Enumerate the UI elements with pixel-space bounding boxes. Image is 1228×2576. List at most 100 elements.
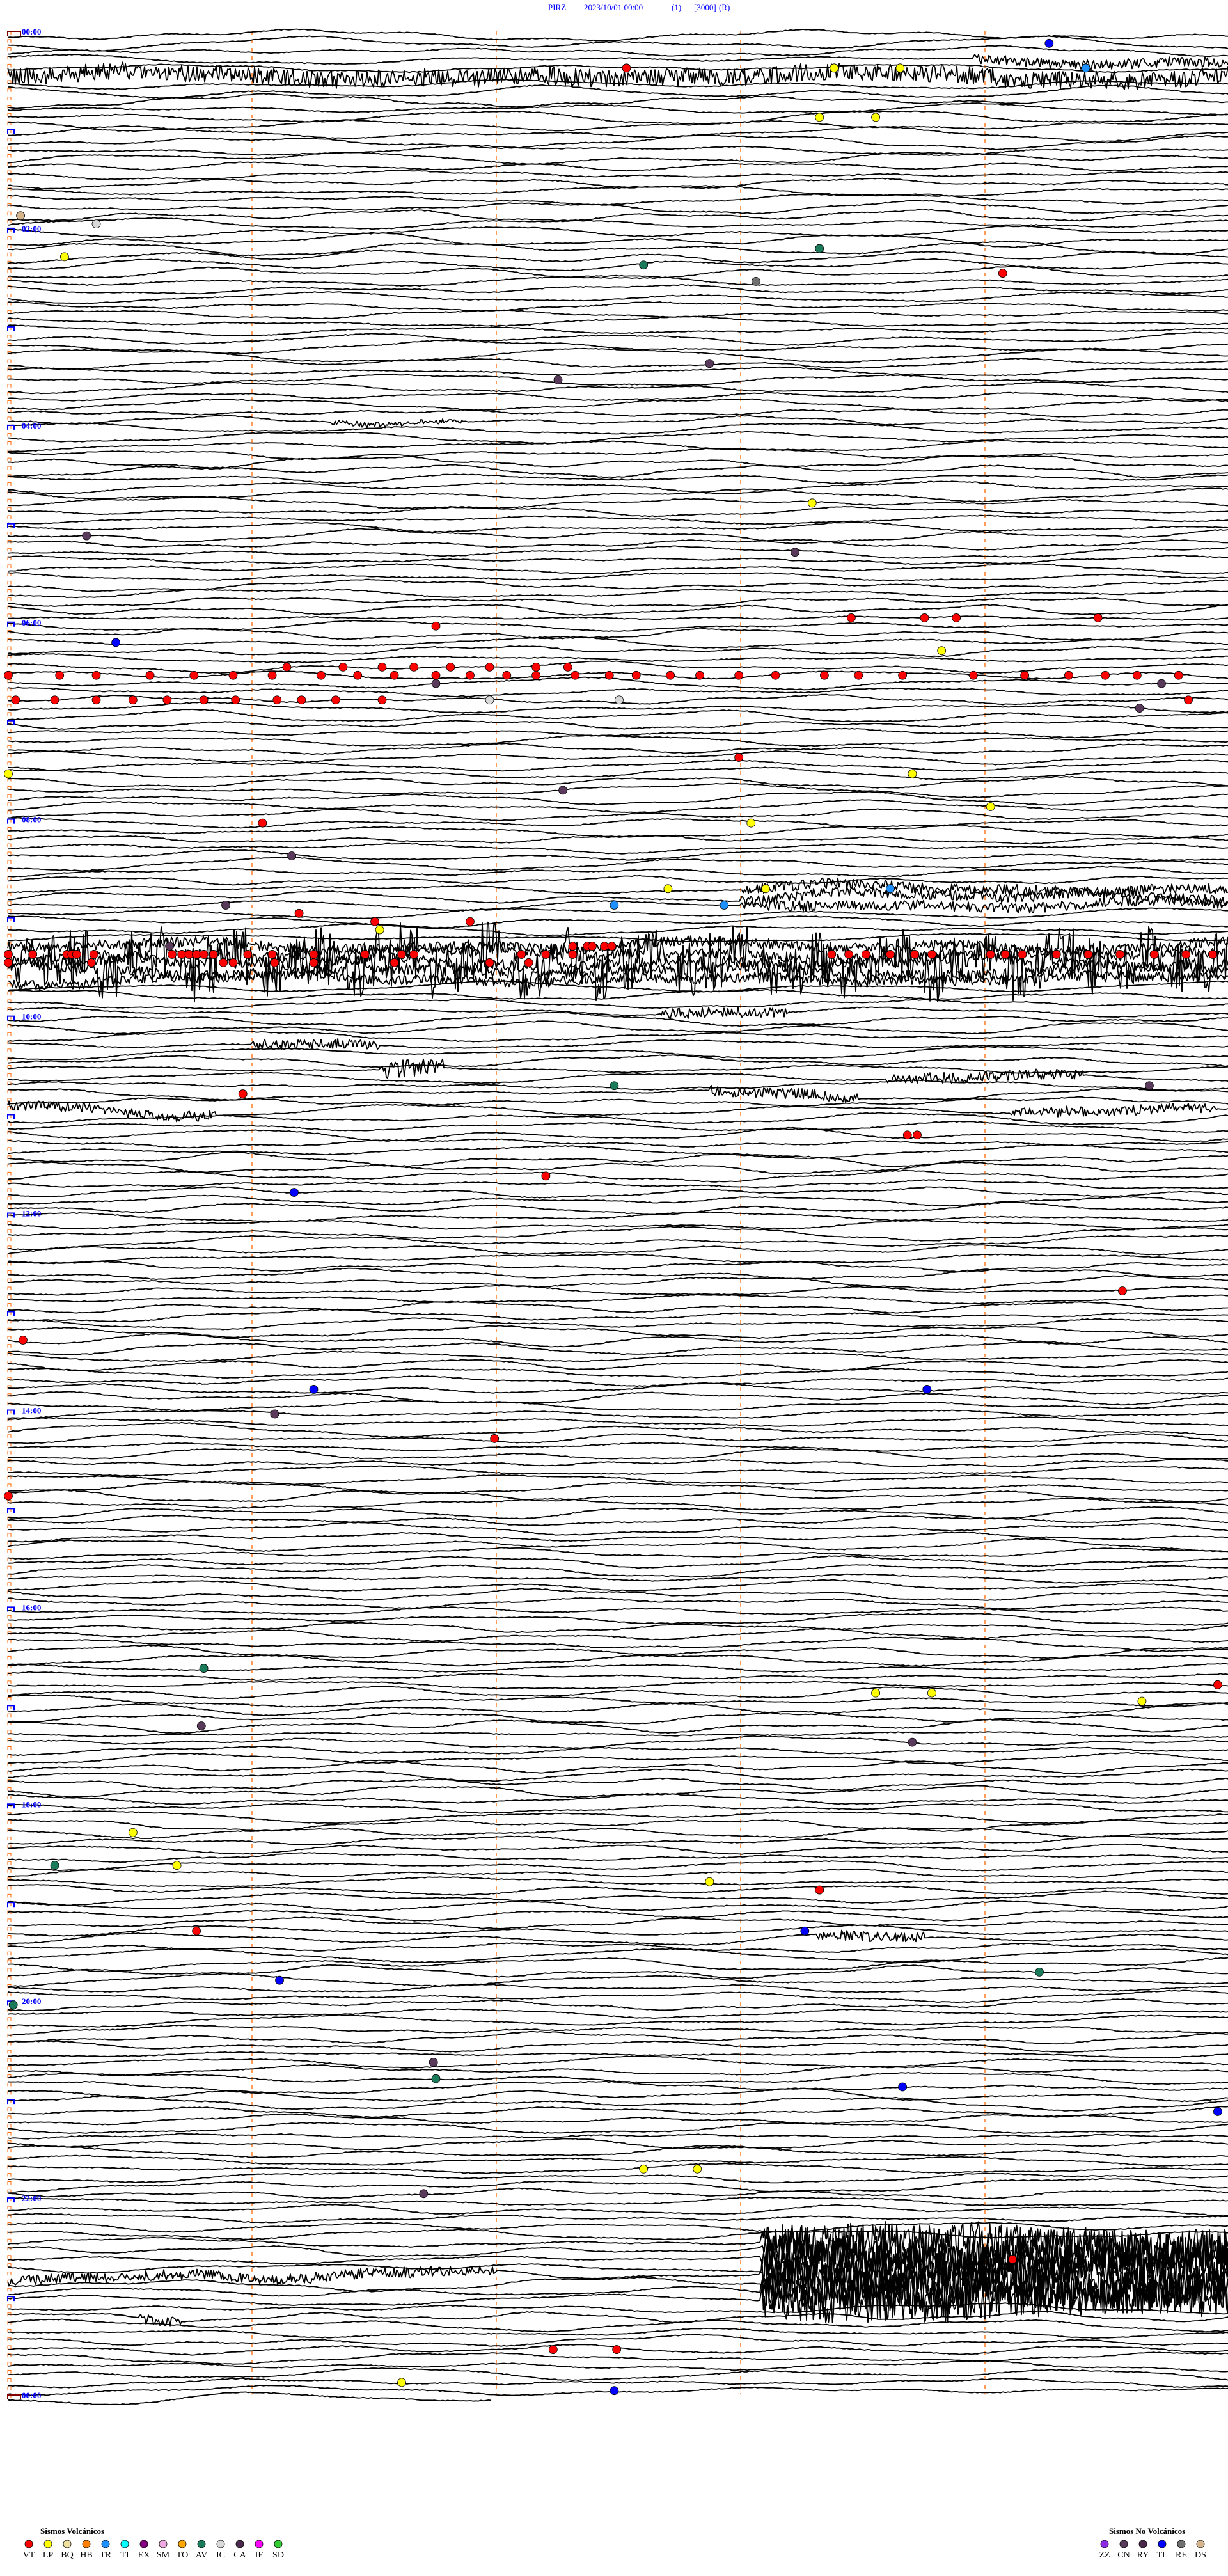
trace-row (7, 1983, 1228, 1993)
legend-swatch-ex (139, 2540, 148, 2548)
trace-row (7, 2122, 1228, 2135)
trace-row (7, 1964, 1228, 1979)
trace-row (7, 1421, 1228, 1438)
hour-marker (7, 1311, 15, 1316)
trace-row (7, 1579, 1228, 1592)
trace-row (7, 2279, 1228, 2323)
time-label: 02:00 (22, 224, 41, 233)
legend-swatch-ic (216, 2540, 225, 2548)
trace-row (7, 1506, 1228, 1520)
trace-row (7, 1368, 1228, 1379)
trace-row (7, 1694, 1228, 1708)
event-marker-vt (4, 958, 13, 967)
trace-row (7, 1400, 1228, 1412)
event-marker-vt (986, 950, 995, 959)
trace-row (7, 2196, 1228, 2206)
trace-row (7, 2351, 1228, 2365)
trace-row (7, 1308, 1228, 1323)
legend-label-vt: VT (23, 2550, 35, 2560)
trace-row (7, 874, 1228, 886)
event-marker-vt (331, 695, 340, 705)
trace-row (7, 1731, 1228, 1739)
event-marker-vt (910, 950, 920, 959)
trace-row (7, 1011, 1228, 1027)
time-label: 08:00 (22, 815, 41, 825)
event-marker-vt (631, 670, 641, 680)
event-marker-lp (375, 925, 384, 935)
event-marker-lp (986, 802, 995, 811)
trace-row (7, 980, 1228, 993)
trace-row (7, 454, 1228, 469)
event-marker-vt (541, 1171, 551, 1181)
trace-row (7, 1219, 1228, 1230)
event-marker-vt (238, 1089, 248, 1098)
trace-row (7, 1752, 1228, 1765)
legend-label-sm: SM (157, 2550, 170, 2560)
trace-row (7, 1138, 1228, 1149)
trace-row (7, 1359, 1228, 1371)
hour-marker (7, 1902, 15, 1908)
event-marker-vt (128, 695, 138, 705)
event-marker-cn (431, 679, 441, 688)
event-marker-lp (172, 1861, 182, 1870)
trace-row (7, 2310, 1228, 2327)
trace-row (7, 555, 1228, 565)
trace-row (7, 1260, 1228, 1273)
trace-row (7, 1563, 1228, 1578)
event-marker-vt (184, 950, 194, 959)
trace-row (7, 1900, 1228, 1912)
event-marker-vt (1115, 950, 1124, 959)
event-marker-lp (807, 498, 817, 508)
hour-marker (7, 1015, 15, 1021)
trace-row (7, 1350, 1228, 1363)
event-marker-av (431, 2074, 441, 2083)
legend-label-ds: DS (1195, 2550, 1206, 2560)
event-marker-cn (553, 375, 563, 384)
trace-row (7, 2302, 1228, 2315)
event-marker-vt (397, 950, 406, 959)
event-marker-re (752, 276, 760, 286)
event-marker-vt (1093, 613, 1103, 622)
time-label: 04:00 (22, 421, 41, 431)
trace-row (7, 1178, 1228, 1189)
trace-row (7, 324, 1228, 336)
legend-swatch-hb (82, 2540, 91, 2548)
event-marker-vt (998, 269, 1007, 278)
traces (7, 28, 1228, 2406)
event-marker-vt (91, 695, 101, 705)
trace-row (7, 766, 1228, 780)
trace-row (8, 1843, 1228, 1855)
trace-row (7, 720, 1228, 731)
event-marker-lp (59, 252, 69, 262)
event-marker-vt (91, 670, 101, 680)
trace-row (7, 1201, 1228, 1215)
event-marker-lp (871, 1688, 880, 1698)
event-marker-vt (192, 1926, 201, 1936)
legend-label-lp: LP (43, 2550, 54, 2560)
trace-row (7, 849, 1228, 862)
trace-row (7, 496, 1228, 509)
trace-row (7, 2113, 1228, 2126)
event-marker-vt (886, 950, 895, 959)
trace-row (7, 161, 1228, 172)
trace-row (7, 61, 1228, 90)
event-marker-vt (531, 663, 541, 672)
trace-row (7, 217, 1228, 230)
time-label: 12:00 (22, 1209, 41, 1219)
trace-row (7, 1860, 1228, 1872)
event-marker-lp (761, 884, 771, 894)
trace-row (7, 415, 1228, 429)
trace-row (7, 1622, 1228, 1634)
trace-row (7, 1489, 1228, 1503)
hour-marker (7, 424, 15, 430)
event-marker-vt (231, 695, 240, 705)
trace-row (7, 2222, 1228, 2233)
trace-row (7, 1745, 1228, 1757)
trace-row (7, 1909, 1228, 1922)
hour-marker (7, 1803, 15, 1809)
trace-row (7, 2177, 1228, 2193)
trace-row (7, 2377, 1228, 2389)
trace-row (7, 193, 1228, 206)
event-marker-vt (199, 695, 209, 705)
trace-row (7, 2172, 1228, 2184)
